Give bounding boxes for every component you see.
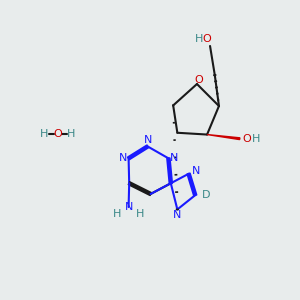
Text: H: H	[136, 208, 144, 219]
Text: N: N	[170, 153, 178, 163]
Text: H: H	[67, 129, 76, 139]
Text: O: O	[194, 75, 203, 85]
Text: N: N	[173, 210, 182, 220]
Text: H: H	[195, 34, 203, 44]
Text: D: D	[202, 190, 210, 200]
Text: N: N	[124, 202, 133, 212]
Text: O: O	[53, 129, 62, 139]
Text: N: N	[119, 153, 127, 163]
Text: O: O	[243, 134, 251, 144]
Text: N: N	[143, 136, 152, 146]
Text: H: H	[113, 208, 122, 219]
Text: O: O	[203, 34, 212, 44]
Text: N: N	[192, 167, 200, 176]
Text: H: H	[40, 129, 48, 139]
Text: H: H	[252, 134, 260, 144]
Polygon shape	[207, 134, 240, 140]
